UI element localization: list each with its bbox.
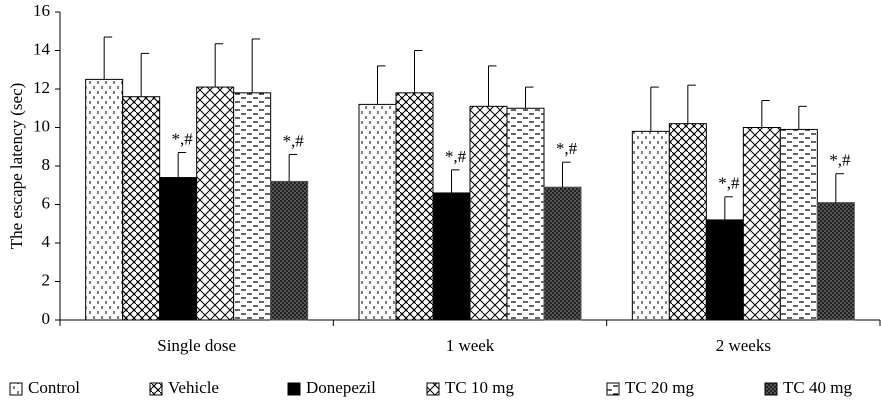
bar bbox=[270, 180, 309, 321]
x-tick-label: Single dose bbox=[157, 336, 236, 355]
legend-label: TC 40 mg bbox=[783, 378, 852, 397]
legend-label: TC 20 mg bbox=[625, 378, 694, 397]
legend-swatch bbox=[287, 382, 301, 396]
y-tick-label: 16 bbox=[33, 1, 50, 20]
y-tick-label: 2 bbox=[42, 270, 51, 289]
bar bbox=[196, 86, 235, 321]
legend-swatch bbox=[426, 382, 440, 396]
bar bbox=[631, 130, 670, 321]
x-tick-label: 1 week bbox=[446, 336, 495, 355]
bar bbox=[432, 192, 471, 321]
y-tick-label: 6 bbox=[42, 193, 51, 212]
legend-swatch bbox=[606, 382, 620, 396]
y-tick-label: 8 bbox=[42, 155, 51, 174]
bar bbox=[159, 177, 198, 321]
y-tick-label: 12 bbox=[33, 78, 50, 97]
legend-label: TC 10 mg bbox=[445, 378, 514, 397]
significance-label: *,# bbox=[445, 147, 467, 166]
y-tick-label: 4 bbox=[42, 232, 51, 251]
bar bbox=[742, 127, 781, 321]
legend-label: Vehicle bbox=[168, 378, 219, 397]
bar bbox=[122, 96, 161, 321]
legend-label: Control bbox=[28, 378, 80, 397]
legend-label: Donepezil bbox=[306, 378, 376, 397]
bar bbox=[705, 219, 744, 321]
x-tick-label: 2 weeks bbox=[716, 336, 771, 355]
legend-swatch bbox=[764, 382, 778, 396]
bar bbox=[85, 78, 124, 321]
bar bbox=[668, 123, 707, 321]
legend-swatch bbox=[9, 382, 23, 396]
significance-label: *,# bbox=[718, 174, 740, 193]
bar bbox=[543, 186, 582, 321]
significance-label: *,# bbox=[829, 151, 851, 170]
y-axis-label: The escape latency (sec) bbox=[7, 83, 26, 250]
bar bbox=[506, 107, 545, 321]
bar bbox=[233, 92, 272, 321]
bar bbox=[469, 105, 508, 321]
y-tick-label: 0 bbox=[42, 309, 51, 328]
significance-label: *,# bbox=[556, 139, 578, 158]
bar bbox=[358, 103, 397, 321]
bar bbox=[779, 128, 818, 321]
bar bbox=[395, 92, 434, 321]
y-tick-label: 10 bbox=[33, 116, 50, 135]
significance-label: *,# bbox=[283, 131, 305, 150]
significance-label: *,# bbox=[172, 129, 194, 148]
y-tick-label: 14 bbox=[33, 39, 51, 58]
bar bbox=[816, 202, 855, 321]
legend-swatch bbox=[149, 382, 163, 396]
